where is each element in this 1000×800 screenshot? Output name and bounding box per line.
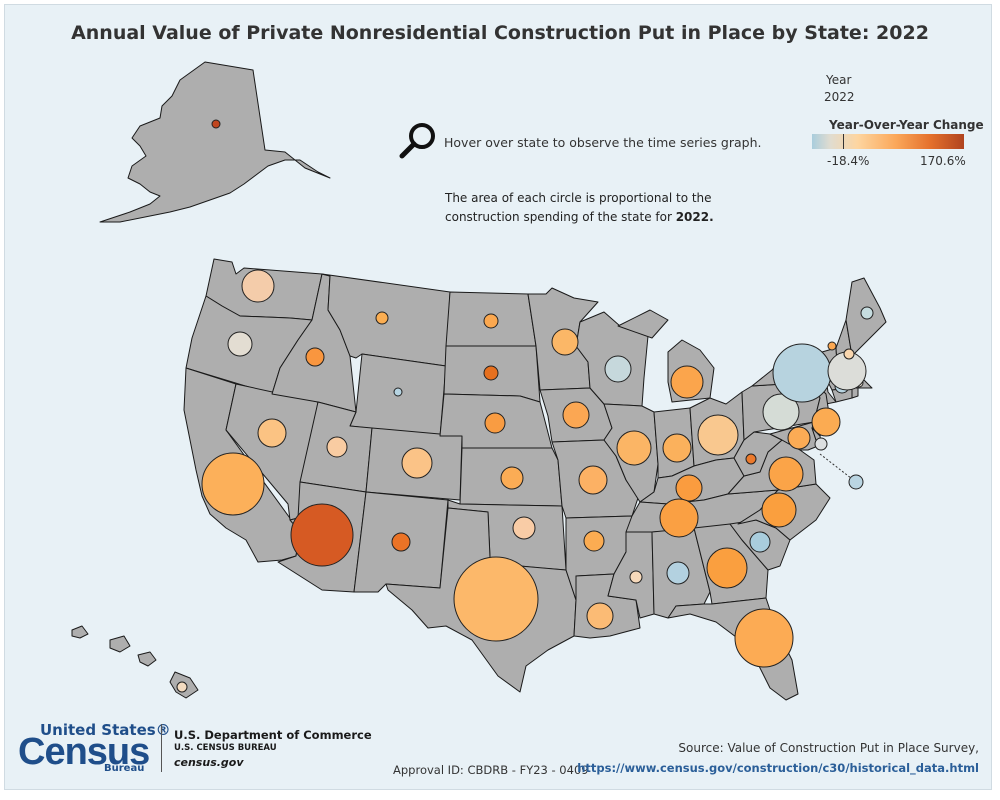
bubble-illinois[interactable] [616,430,652,466]
source-link[interactable]: https://www.census.gov/construction/c30/… [577,761,979,775]
bubble-oregon[interactable] [227,331,253,357]
logo-divider [161,724,162,772]
census-logo-top-line: United States® [40,721,171,739]
bubble-hawaii[interactable] [176,681,188,693]
legend-max-label: 170.6% [920,154,966,168]
year-filter-value[interactable]: 2022 [824,90,855,104]
source-note: Source: Value of Construction Put in Pla… [678,741,979,755]
department-name: U.S. Department of Commerce [174,728,372,742]
bubble-iowa[interactable] [562,401,590,429]
bubble-wisconsin[interactable] [604,355,632,383]
bubble-nevada[interactable] [257,418,287,448]
bubble-utah[interactable] [326,436,348,458]
bubble-florida[interactable] [734,608,794,668]
bubble-district-of-columbia[interactable] [848,474,864,490]
bubble-idaho[interactable] [305,347,325,367]
bubble-alaska[interactable] [211,119,221,129]
year-filter-label: Year [826,73,852,87]
legend-title: Year-Over-Year Change [829,118,984,132]
hawaii-island-kauai[interactable] [71,625,89,639]
bubble-minnesota[interactable] [551,328,579,356]
bubble-north-carolina[interactable] [761,492,797,528]
bubble-nebraska[interactable] [484,412,506,434]
page-title: Annual Value of Private Nonresidential C… [71,22,929,44]
bubble-wyoming[interactable] [393,387,403,397]
census-site[interactable]: census.gov [174,756,244,769]
hover-instruction: Hover over state to observe the time ser… [444,135,762,150]
hawaii-island-maui[interactable] [137,651,157,667]
bubble-washington[interactable] [241,269,275,303]
state-alaska[interactable] [99,61,331,223]
bubble-maryland[interactable] [787,426,811,450]
bubble-delaware[interactable] [814,437,828,451]
bubble-arkansas[interactable] [583,530,605,552]
bubble-georgia[interactable] [706,547,748,589]
bubble-vermont[interactable] [827,341,837,351]
approval-id: Approval ID: CBDRB - FY23 - 0409 [393,763,589,777]
bubble-west-virginia[interactable] [745,453,757,465]
bubble-california[interactable] [201,452,265,516]
bubble-colorado[interactable] [401,447,433,479]
bubble-montana[interactable] [375,311,389,325]
bubble-mississippi[interactable] [629,570,643,584]
bubble-alabama[interactable] [666,561,690,585]
bubble-pennsylvania[interactable] [762,393,800,431]
bubble-arizona[interactable] [290,503,354,567]
bureau-name: U.S. CENSUS BUREAU [174,743,277,753]
bubble-louisiana[interactable] [586,602,614,630]
census-logo-word: Census [18,731,150,773]
legend-color-bar [812,134,964,149]
bubble-texas[interactable] [453,556,539,642]
bubble-indiana[interactable] [662,433,692,463]
bubble-new-york[interactable] [772,343,832,403]
legend-zero-tick [843,134,844,149]
area-note-line2-prefix: construction spending of the state for [445,210,676,224]
legend-min-label: -18.4% [827,154,870,168]
bubble-new-jersey[interactable] [811,407,841,437]
bubble-south-carolina[interactable] [749,531,771,553]
bubble-michigan[interactable] [670,365,704,399]
area-explanation: The area of each circle is proportional … [445,189,745,227]
bubble-missouri[interactable] [578,465,608,495]
area-note-year: 2022. [675,210,714,224]
bubble-virginia[interactable] [768,456,804,492]
bubble-kentucky[interactable] [675,474,703,502]
bubble-tennessee[interactable] [659,498,699,538]
bubble-new-mexico[interactable] [391,532,411,552]
bubble-kansas[interactable] [500,466,524,490]
bubble-maine[interactable] [860,306,874,320]
bubble-ohio[interactable] [697,414,739,456]
search-icon [399,123,435,159]
area-note-line2: construction spending of the state for 2… [445,208,745,227]
hawaii-island-oahu[interactable] [109,635,131,653]
bubble-new-hampshire[interactable] [843,348,855,360]
bubble-north-dakota[interactable] [483,313,499,329]
state-bubbles[interactable] [176,119,874,693]
bubble-oklahoma[interactable] [512,516,536,540]
area-note-line1: The area of each circle is proportional … [445,191,712,205]
bubble-south-dakota[interactable] [483,365,499,381]
census-logo-bureau: Bureau [104,763,145,774]
